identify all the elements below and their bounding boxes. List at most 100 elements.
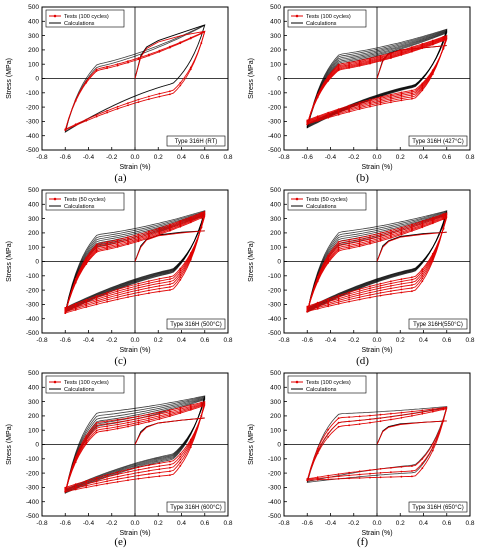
chart-f-marker: [348, 471, 350, 474]
chart-d-marker: [379, 238, 382, 241]
chart-b-marker: [379, 100, 382, 103]
chart-panel-c: -0.8 -0.6 -0.4 -0.2 0.0 0.2 0.4 0.6 0.8 -500 -400 -…: [0, 183, 241, 367]
chart-a-x-tick-label: 0.0: [130, 154, 139, 161]
chart-d-x-tick-label: -0.6: [302, 337, 314, 344]
chart-c-marker: [106, 297, 108, 299]
chart-e-marker: [127, 479, 129, 482]
chart-b-marker: [379, 60, 382, 62]
chart-c-marker: [127, 239, 129, 242]
chart-e-marker: [158, 471, 161, 474]
chart-f-marker: [358, 415, 361, 418]
chart-e-marker: [137, 419, 140, 422]
chart-c-marker: [127, 237, 129, 240]
chart-e-marker: [148, 419, 150, 421]
chart-b-x-tick-label: 0.6: [442, 154, 451, 161]
chart-c-marker: [158, 233, 161, 236]
chart-a-y-tick-label: -500: [26, 147, 39, 154]
chart-f-marker: [358, 419, 361, 422]
chart-f-marker: [358, 473, 361, 476]
chart-d-marker: [411, 276, 413, 279]
chart-e-marker: [95, 427, 98, 429]
chart-e-marker: [169, 470, 171, 473]
chart-c-marker: [116, 288, 119, 291]
chart-c-x-tick-label: 0.8: [223, 337, 232, 344]
chart-b-marker: [400, 54, 403, 56]
chart-e-marker: [106, 474, 108, 476]
chart-f-x-tick-label: 0.4: [419, 520, 428, 527]
chart-e-marker: [127, 473, 129, 476]
chart-d-y-tick-label: -100: [268, 273, 281, 280]
chart-c-marker: [95, 251, 98, 253]
chart-c-marker: [127, 287, 129, 290]
chart-e-marker: [169, 463, 171, 466]
chart-f-marker: [379, 472, 382, 474]
panel-caption-a: (a): [114, 172, 127, 184]
chart-e-marker: [116, 421, 119, 424]
chart-c-marker: [127, 285, 129, 288]
chart-d-marker: [400, 232, 403, 235]
chart-f-marker: [421, 412, 424, 415]
chart-b-marker: [337, 69, 340, 72]
chart-a-marker: [85, 118, 88, 121]
chart-d-marker: [400, 231, 403, 233]
chart-c-marker: [189, 221, 192, 224]
chart-e-x-axis-label: Strain (%): [119, 530, 150, 537]
chart-d-marker: [327, 303, 330, 306]
chart-e-marker: [85, 481, 88, 484]
chart-d-legend-box: [287, 192, 367, 211]
chart-d-marker: [390, 229, 392, 232]
chart-b-legend-box: [287, 9, 367, 28]
chart-f-marker: [358, 470, 361, 473]
chart-panel-b: -0.8 -0.6 -0.4 -0.2 0.0 0.2 0.4 0.6 0.8 -500 -400 -…: [242, 0, 483, 184]
chart-c-marker: [106, 242, 108, 245]
chart-d-marker: [400, 291, 403, 294]
chart-f-legend-label: Tests (100 cycles): [306, 380, 351, 386]
chart-c-marker: [189, 252, 192, 254]
chart-b-marker: [369, 62, 371, 65]
chart-d-marker: [379, 235, 382, 238]
chart-a-x-tick-label: 0.2: [154, 154, 163, 161]
chart-f-marker: [379, 420, 382, 423]
chart-b-y-tick-label: -300: [268, 119, 281, 126]
chart-c-marker: [169, 289, 171, 291]
chart-c-marker: [95, 243, 98, 246]
chart-e-marker: [85, 441, 88, 444]
chart-c-marker: [148, 232, 150, 234]
chart-e-x-tick-label: -0.6: [60, 520, 72, 527]
chart-d-loop-band: [306, 212, 448, 313]
chart-d-marker: [369, 239, 371, 242]
chart-e-marker: [127, 419, 129, 422]
chart-c-y-tick-label: 400: [28, 202, 39, 209]
chart-a-marker: [148, 54, 150, 57]
chart-f-marker: [327, 476, 330, 479]
chart-c-marker: [74, 305, 77, 308]
chart-e-y-tick-label: 0: [35, 442, 39, 449]
chart-e-marker: [200, 415, 203, 417]
chart-f-series-tests: [306, 406, 448, 482]
chart-b-loop-band: [306, 34, 448, 126]
chart-b-marker: [379, 101, 382, 104]
chart-f-marker: [400, 411, 403, 414]
chart-c-annotation-box: [166, 318, 226, 330]
chart-c-marker: [137, 284, 140, 287]
chart-c-legend-marker: [53, 197, 57, 201]
chart-e-marker: [85, 443, 88, 445]
chart-e-marker: [158, 416, 161, 419]
chart-b-marker: [358, 101, 361, 104]
chart-b-marker: [431, 43, 434, 46]
chart-e-marker: [74, 484, 77, 487]
chart-e-y-tick-label: -300: [26, 485, 39, 492]
chart-b-marker: [442, 48, 445, 50]
chart-d-marker: [369, 287, 371, 290]
chart-d-marker: [390, 237, 392, 239]
chart-e-marker: [148, 467, 150, 469]
chart-b-marker: [348, 67, 350, 69]
chart-d-marker: [337, 250, 340, 252]
chart-e-y-tick-label: -200: [26, 470, 39, 477]
chart-c-marker: [137, 240, 140, 243]
chart-c-marker: [127, 293, 129, 296]
chart-e-marker: [116, 481, 119, 483]
chart-d-marker: [348, 242, 350, 245]
chart-c-marker: [127, 296, 129, 298]
